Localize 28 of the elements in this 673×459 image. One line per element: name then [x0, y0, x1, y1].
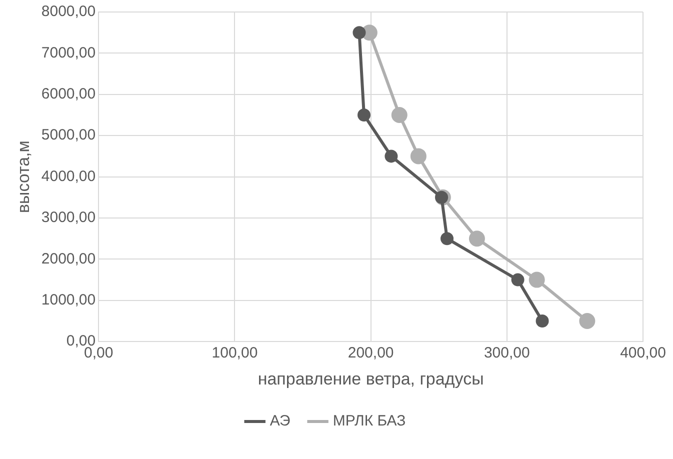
legend-label: АЭ — [270, 412, 291, 430]
point — [579, 313, 596, 329]
x-tick-label: 200,00 — [348, 344, 394, 362]
y-axis-title: высота,м — [14, 140, 33, 214]
point — [468, 230, 485, 247]
point — [358, 108, 371, 122]
y-tick-label: 5000,00 — [41, 126, 96, 144]
y-tick-label: 4000,00 — [41, 168, 96, 185]
y-tick-label: 7000,00 — [41, 44, 96, 62]
point — [384, 150, 398, 163]
point — [511, 273, 524, 286]
y-tick-label: 3000,00 — [41, 209, 96, 226]
legend-label: МРЛК БАЗ — [332, 412, 406, 430]
y-tick-label: 2000,00 — [41, 250, 96, 268]
x-tick-label: 300,00 — [484, 344, 530, 362]
point — [410, 148, 426, 164]
x-tick-label: 100,00 — [212, 344, 258, 362]
point — [352, 26, 366, 40]
point — [440, 232, 454, 246]
y-tick-label: 1000,00 — [41, 292, 96, 309]
y-tick-label: 8000,00 — [41, 3, 96, 20]
point — [391, 107, 408, 123]
x-tick-label: 0,00 — [84, 344, 114, 362]
point — [536, 314, 549, 328]
point — [528, 272, 545, 288]
x-tick-label: 400,00 — [620, 344, 666, 362]
x-axis-title: направление ветра, градусы — [258, 369, 484, 388]
y-tick-label: 6000,00 — [41, 86, 96, 103]
